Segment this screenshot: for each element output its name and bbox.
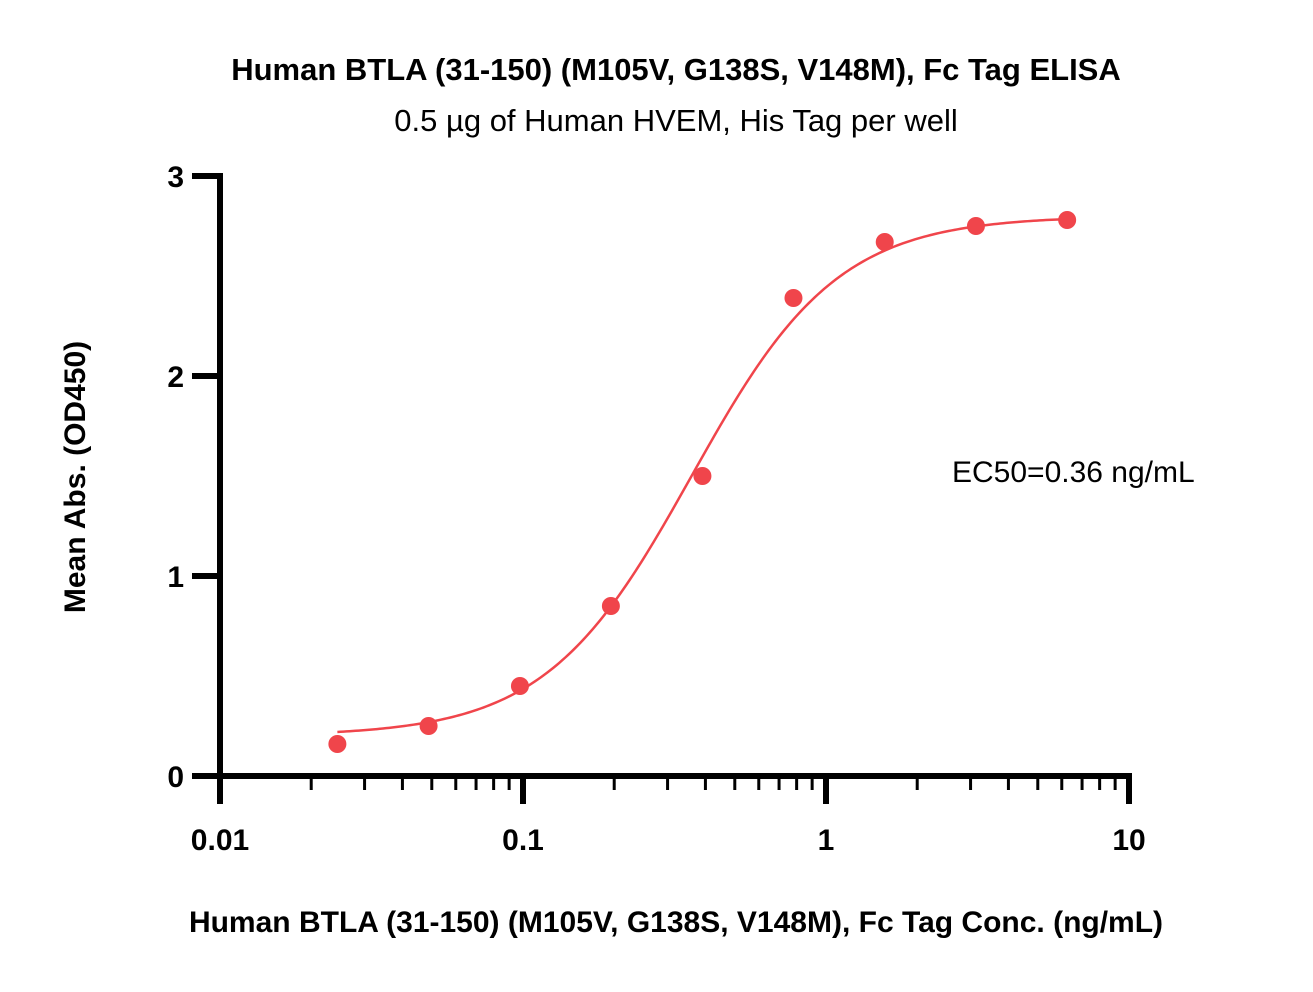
- x-tick-label: 0.01: [191, 824, 249, 857]
- y-tick-label: 1: [167, 561, 184, 594]
- data-points-layer: [328, 211, 1077, 753]
- chart-title: Human BTLA (31-150) (M105V, G138S, V148M…: [231, 52, 1121, 87]
- x-axis-label: Human BTLA (31-150) (M105V, G138S, V148M…: [189, 906, 1163, 939]
- data-point: [328, 735, 347, 753]
- data-point: [419, 717, 438, 735]
- y-tick-label: 0: [167, 761, 184, 794]
- y-axis-label: Mean Abs. (OD450): [59, 341, 92, 613]
- data-point: [1058, 211, 1077, 229]
- data-point: [784, 289, 803, 307]
- chart-subtitle: 0.5 µg of Human HVEM, His Tag per well: [394, 103, 957, 138]
- x-tick-label: 10: [1112, 824, 1145, 857]
- y-tick-label: 3: [167, 161, 184, 194]
- ec50-annotation: EC50=0.36 ng/mL: [952, 456, 1195, 489]
- data-point: [875, 233, 894, 251]
- axes: 0 1 2 3 0.01 0.1 1 10: [167, 161, 1145, 857]
- y-tick-label: 2: [167, 361, 184, 394]
- data-point: [510, 677, 529, 695]
- data-point: [966, 217, 985, 235]
- data-point: [601, 597, 620, 615]
- x-tick-label: 1: [818, 824, 835, 857]
- fit-curve-layer: [337, 217, 1068, 734]
- data-point: [693, 467, 712, 485]
- x-tick-label: 0.1: [502, 824, 544, 857]
- fit-curve: [337, 217, 1068, 734]
